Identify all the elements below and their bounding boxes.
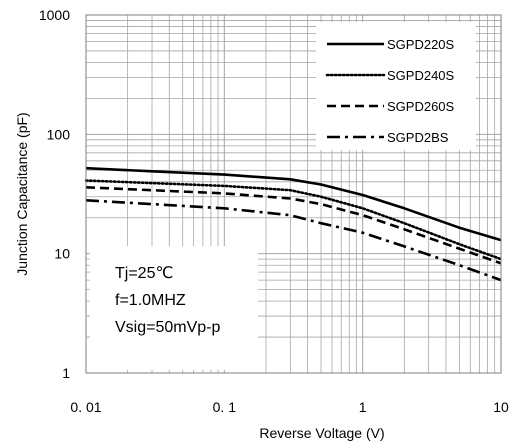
series-line-sgpd2bs: [85, 199, 502, 282]
series-line-sgpd220s: [85, 166, 502, 242]
x-tick-label: 10: [493, 399, 509, 415]
legend-label: SGPD2BS: [387, 130, 449, 145]
annotation-frequency: f=1.0MHZ: [115, 292, 186, 309]
x-tick-label: 0. 1: [213, 399, 237, 415]
x-axis-label: Reverse Voltage (V): [259, 425, 384, 441]
legend-label: SGPD220S: [387, 37, 455, 52]
x-tick-label: 1: [359, 399, 367, 415]
annotation-box: [90, 246, 258, 370]
series-layer: [84, 166, 503, 282]
annotation-signal: Vsig=50mVp-p: [115, 319, 220, 336]
legend-label: SGPD260S: [387, 99, 455, 114]
y-tick-label: 10: [54, 246, 70, 262]
plot-frame: [85, 14, 502, 374]
y-tick-labels: 1 10 100 1000: [39, 7, 70, 381]
y-tick-label: 1: [62, 365, 70, 381]
legend: SGPD220S SGPD240S SGPD260S SGPD2BS: [325, 37, 455, 145]
x-tick-label: 0. 01: [70, 399, 101, 415]
legend-label: SGPD240S: [387, 68, 455, 83]
y-tick-label: 100: [47, 126, 71, 142]
x-tick-labels: 0. 01 0. 1 1 10: [70, 399, 509, 415]
series-line-sgpd240s: [84, 179, 503, 261]
y-tick-label: 1000: [39, 7, 70, 23]
annotation-temperature: Tj=25℃: [115, 265, 173, 282]
series-line-sgpd260s: [85, 186, 502, 265]
y-axis-label: Junction Capacitance (pF): [14, 112, 30, 275]
